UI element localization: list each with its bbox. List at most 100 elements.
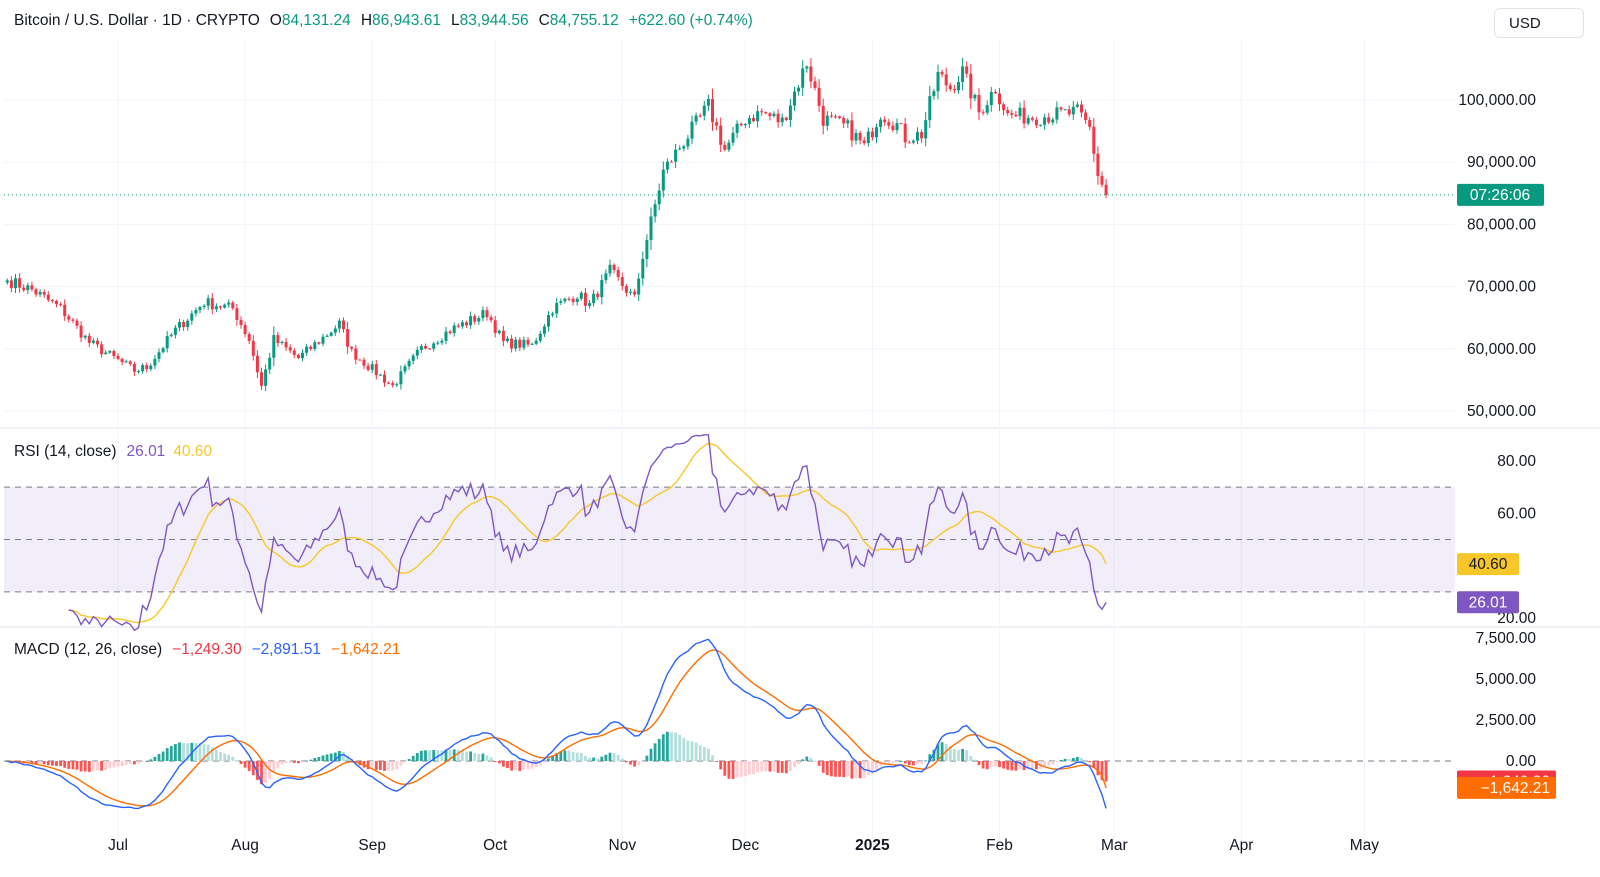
- macd-histogram-bar: [210, 747, 214, 761]
- candle-body: [346, 329, 350, 347]
- candle-body: [456, 325, 460, 327]
- macd-label[interactable]: MACD (12, 26, close): [14, 641, 163, 658]
- macd-signal-badge: [1457, 776, 1556, 799]
- macd-histogram-bar: [383, 761, 386, 771]
- macd-histogram-bar: [112, 761, 116, 768]
- macd-histogram-bar: [399, 761, 403, 766]
- macd-histogram-bar: [1104, 761, 1108, 782]
- macd-histogram-bar: [194, 742, 198, 761]
- candle-body: [116, 355, 120, 359]
- candle-body: [350, 346, 354, 349]
- candle-body: [100, 344, 104, 355]
- candle-body: [1034, 119, 1038, 126]
- macd-histogram-bar: [645, 755, 649, 761]
- candle-body: [251, 340, 255, 356]
- macd-histogram-bar: [670, 732, 673, 761]
- candle-body: [645, 239, 649, 259]
- candle-body: [424, 346, 427, 349]
- macd-histogram-bar: [55, 761, 58, 767]
- macd-histogram-bar: [920, 761, 923, 764]
- macd-histogram-bar: [1043, 761, 1046, 767]
- candle-body: [374, 364, 378, 376]
- symbol-title[interactable]: Bitcoin / U.S. Dollar · 1D · CRYPTO: [14, 12, 260, 29]
- candle-body: [743, 123, 747, 126]
- macd-histogram-bar: [469, 751, 472, 761]
- candle-body: [325, 335, 329, 337]
- macd-histogram-bar: [79, 761, 83, 772]
- candle-body: [1022, 107, 1026, 124]
- macd-histogram-bar: [743, 761, 747, 777]
- candle-body: [702, 105, 706, 116]
- macd-histogram-bar: [235, 760, 239, 762]
- macd-histogram-bar: [100, 761, 103, 771]
- candle-body: [842, 118, 846, 124]
- candle-body: [784, 117, 788, 121]
- candle-body: [682, 146, 686, 149]
- macd-histogram-bar: [989, 761, 993, 768]
- macd-histogram-bar: [830, 761, 833, 777]
- candle-body: [149, 365, 153, 370]
- candle-body: [920, 132, 924, 139]
- close-value: 84,755.12: [549, 12, 619, 29]
- macd-histogram-bar: [292, 761, 296, 763]
- macd-histogram-bar: [637, 761, 641, 766]
- candle-body: [637, 278, 641, 295]
- macd-histogram-bar: [1100, 761, 1104, 781]
- macd-histogram-bar: [903, 761, 907, 764]
- candle-body: [440, 340, 444, 343]
- close-label: C: [538, 12, 550, 29]
- macd-histogram-bar: [497, 761, 501, 764]
- candle-body: [399, 371, 403, 385]
- macd-histogram-bar: [563, 750, 567, 761]
- candle-body: [907, 142, 911, 144]
- candle-body: [169, 334, 173, 337]
- macd-histogram-bar: [247, 761, 251, 771]
- candle-body: [661, 169, 665, 191]
- macd-axis-label: 5,000.00: [1476, 671, 1537, 688]
- candle-body: [547, 315, 550, 327]
- candle-body: [567, 298, 571, 300]
- macd-histogram-bar: [797, 761, 800, 765]
- macd-histogram-bar: [387, 761, 390, 771]
- rsi-label[interactable]: RSI (14, close): [14, 443, 117, 460]
- candle-body: [1088, 120, 1092, 127]
- time-axis-label: 2025: [855, 837, 890, 854]
- macd-histogram-bar: [940, 742, 944, 761]
- candle-body: [444, 331, 448, 341]
- macd-histogram-bar: [793, 761, 796, 768]
- macd-histogram-bar: [1047, 761, 1051, 767]
- candle-body: [354, 348, 358, 360]
- macd-histogram-bar: [1026, 761, 1030, 770]
- candle-body: [768, 113, 772, 117]
- macd-histogram-bar: [403, 761, 407, 763]
- candle-body: [510, 338, 514, 349]
- candle-body: [214, 306, 218, 310]
- macd-histogram-bar: [444, 749, 448, 761]
- candle-body: [194, 310, 198, 314]
- candle-body: [600, 280, 604, 298]
- macd-histogram-bar: [912, 761, 915, 766]
- candle-body: [120, 358, 124, 363]
- macd-histogram-bar: [329, 753, 333, 761]
- currency-button[interactable]: USD: [1494, 8, 1584, 38]
- macd-histogram-bar: [75, 761, 79, 770]
- candle-body: [530, 343, 534, 345]
- candle-body: [219, 306, 222, 308]
- macd-histogram-bar: [178, 742, 181, 761]
- macd-histogram-bar: [223, 753, 226, 761]
- macd-histogram-bar: [547, 758, 550, 761]
- macd-histogram-bar: [510, 761, 513, 771]
- candle-body: [522, 339, 526, 348]
- candle-body: [1047, 117, 1051, 123]
- macd-histogram-bar: [309, 759, 313, 761]
- macd-histogram-bar: [846, 761, 850, 777]
- macd-histogram-bar: [407, 759, 411, 761]
- candle-body: [247, 334, 251, 341]
- candle-body: [588, 303, 591, 306]
- candle-body: [916, 132, 919, 141]
- time-axis-label: Feb: [986, 837, 1013, 854]
- candle-body: [793, 91, 796, 106]
- macd-histogram-bar: [1006, 761, 1010, 770]
- candle-body: [747, 118, 751, 124]
